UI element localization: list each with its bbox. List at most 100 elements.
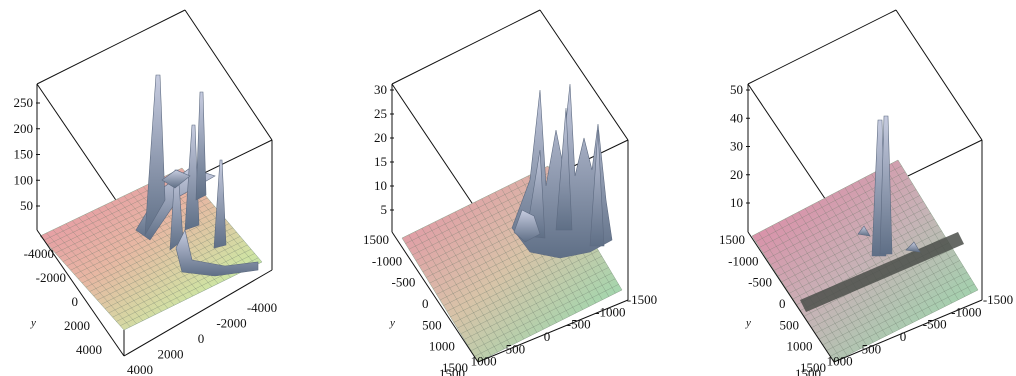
y-tick-label: 1500 (442, 360, 468, 375)
plot1-y-axis-label: y (30, 317, 36, 329)
x-tick-label: -500 (567, 317, 591, 332)
y-tick-label: -2000 (36, 270, 66, 285)
y-tick-label: 0 (422, 296, 429, 311)
surface-grid-line (112, 248, 252, 318)
y-tick-label: 2000 (64, 318, 90, 333)
x-tick-label: 500 (862, 341, 882, 356)
surface-grid-line (488, 195, 564, 320)
z-tick-label: 20 (730, 167, 743, 182)
plot1-peaks (135, 74, 259, 277)
plot2-peaks (511, 83, 613, 259)
x-tick-label: 1000 (471, 354, 497, 369)
x-tick-label: -500 (923, 317, 947, 332)
surface-grid-line (467, 272, 613, 346)
plot1-x-ticks: -4000-2000 0 2000 4000 (127, 300, 277, 376)
y-tick-label: -500 (748, 275, 772, 290)
x-tick-label: -2000 (216, 316, 246, 331)
plot2-z-ticks: 5 10 15 20 25 30 (374, 82, 394, 217)
x-tick-label: -1500 (627, 292, 657, 307)
surface-grid-line (857, 180, 939, 310)
x-tick-label: 1500 (439, 366, 465, 376)
y-tick-label: -4000 (24, 246, 54, 261)
y-tick-label: 1000 (787, 339, 813, 354)
surface-grid-line (89, 223, 230, 292)
y-tick-label: 1500 (800, 360, 826, 375)
surface-grid-line (822, 272, 968, 346)
plot3-dark-trough (800, 232, 964, 312)
plot2-y-ticks: 1500 -1000 -500 0 500 1000 1500 (363, 232, 468, 375)
surface-grid-line (470, 278, 616, 351)
surface-grid-line (123, 195, 206, 290)
plot1-surface (39, 167, 263, 331)
z-tick-label: 5 (381, 202, 388, 217)
surface-grid-line (474, 284, 619, 357)
x-tick-label: 1500 (795, 366, 821, 376)
surface-grid-line (460, 261, 606, 335)
plot3-z-ticks: 10 20 30 40 50 (730, 82, 750, 210)
z-tick-label: 250 (14, 95, 34, 110)
y-tick-label: -1000 (372, 253, 402, 268)
z-tick-label: 150 (14, 147, 34, 162)
surface-grid-line (108, 244, 248, 314)
y-tick-label: -500 (391, 275, 415, 290)
surface-grid-line (104, 240, 244, 309)
plot1-y-ticks: -4000 -2000 0 2000 4000 (24, 246, 102, 357)
surface-grid-line (815, 260, 960, 334)
y-tick-label: -1000 (728, 253, 758, 268)
y-tick-label: 1500 (363, 232, 389, 247)
surface-grid-line (818, 266, 964, 340)
plot2-y-axis-label: y (389, 317, 395, 329)
z-tick-label: 15 (374, 154, 387, 169)
y-tick-label: 500 (422, 317, 442, 332)
x-tick-label: 4000 (127, 362, 153, 376)
z-tick-label: 10 (730, 195, 743, 210)
x-tick-label: 0 (544, 329, 551, 344)
surface-grid-line (811, 254, 957, 328)
y-tick-label: 500 (780, 317, 800, 332)
z-tick-label: 40 (730, 110, 743, 125)
surface-grid-line (464, 267, 609, 340)
plot1-box-front (36, 229, 273, 357)
surface-grid-line (117, 198, 200, 294)
y-tick-label: 1500 (719, 232, 745, 247)
x-tick-label: 1000 (827, 354, 853, 369)
z-tick-label: 20 (374, 130, 387, 145)
x-tick-label: 0 (198, 331, 205, 346)
x-tick-label: -4000 (247, 300, 277, 315)
z-tick-label: 30 (374, 82, 387, 97)
y-tick-label: 0 (779, 296, 786, 311)
surface-grid-line (457, 255, 602, 329)
x-tick-label: -1000 (951, 304, 981, 319)
z-tick-label: 25 (374, 106, 387, 121)
y-tick-label: 1000 (429, 339, 455, 354)
surface-grid-line (116, 253, 255, 322)
plot1-z-ticks: 50 100 150 200 250 (14, 95, 40, 213)
surface-grid-line (100, 236, 241, 305)
y-tick-label: 0 (72, 294, 79, 309)
surface-grid-line (93, 227, 234, 297)
surface-grid-line (826, 277, 971, 351)
surface-grid-line (481, 198, 557, 323)
plot3-box-front (747, 231, 983, 363)
x-tick-label: 2000 (158, 347, 184, 362)
z-tick-label: 30 (730, 139, 743, 154)
surface-grid-line (792, 224, 939, 300)
surface-grid-line (85, 219, 226, 288)
z-tick-label: 50 (20, 198, 33, 213)
surface-grid-line (81, 214, 223, 284)
plot3-y-axis-label: y (745, 317, 751, 329)
surface-grid-line (807, 248, 953, 323)
plot3-y-ticks: 1500 -1000 -500 0 500 1000 1500 (719, 232, 826, 375)
surface-grid-line (494, 192, 570, 317)
surface-grid-line (831, 194, 913, 323)
surface-grid-line (453, 250, 599, 323)
z-tick-label: 200 (14, 121, 34, 136)
plot2-box-front (391, 231, 629, 363)
plot3-features (800, 115, 964, 312)
surface-grid-line (877, 170, 959, 300)
surface-grid-line (450, 244, 596, 318)
